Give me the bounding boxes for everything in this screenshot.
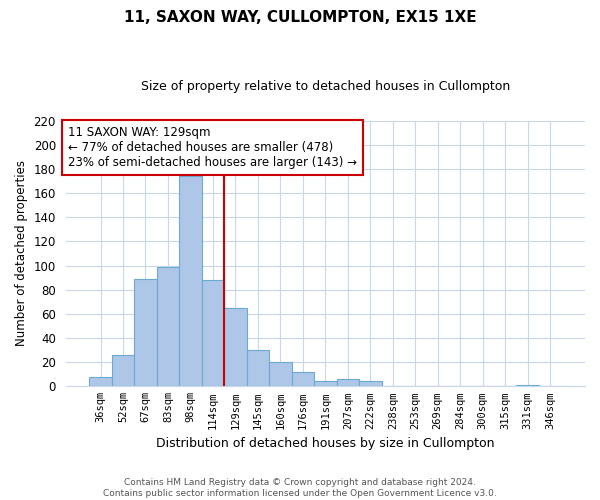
Bar [179, 176, 202, 386]
Text: 11, SAXON WAY, CULLOMPTON, EX15 1XE: 11, SAXON WAY, CULLOMPTON, EX15 1XE [124, 10, 476, 25]
Bar [292, 372, 314, 386]
Bar [337, 379, 359, 386]
Y-axis label: Number of detached properties: Number of detached properties [15, 160, 28, 346]
Bar [134, 279, 157, 386]
Bar [202, 280, 224, 386]
Bar [269, 362, 292, 386]
Text: Contains HM Land Registry data © Crown copyright and database right 2024.
Contai: Contains HM Land Registry data © Crown c… [103, 478, 497, 498]
X-axis label: Distribution of detached houses by size in Cullompton: Distribution of detached houses by size … [156, 437, 494, 450]
Bar [157, 266, 179, 386]
Bar [314, 382, 337, 386]
Text: 11 SAXON WAY: 129sqm
← 77% of detached houses are smaller (478)
23% of semi-deta: 11 SAXON WAY: 129sqm ← 77% of detached h… [68, 126, 357, 169]
Bar [89, 376, 112, 386]
Bar [517, 385, 539, 386]
Title: Size of property relative to detached houses in Cullompton: Size of property relative to detached ho… [141, 80, 510, 93]
Bar [359, 382, 382, 386]
Bar [224, 308, 247, 386]
Bar [247, 350, 269, 387]
Bar [112, 355, 134, 386]
